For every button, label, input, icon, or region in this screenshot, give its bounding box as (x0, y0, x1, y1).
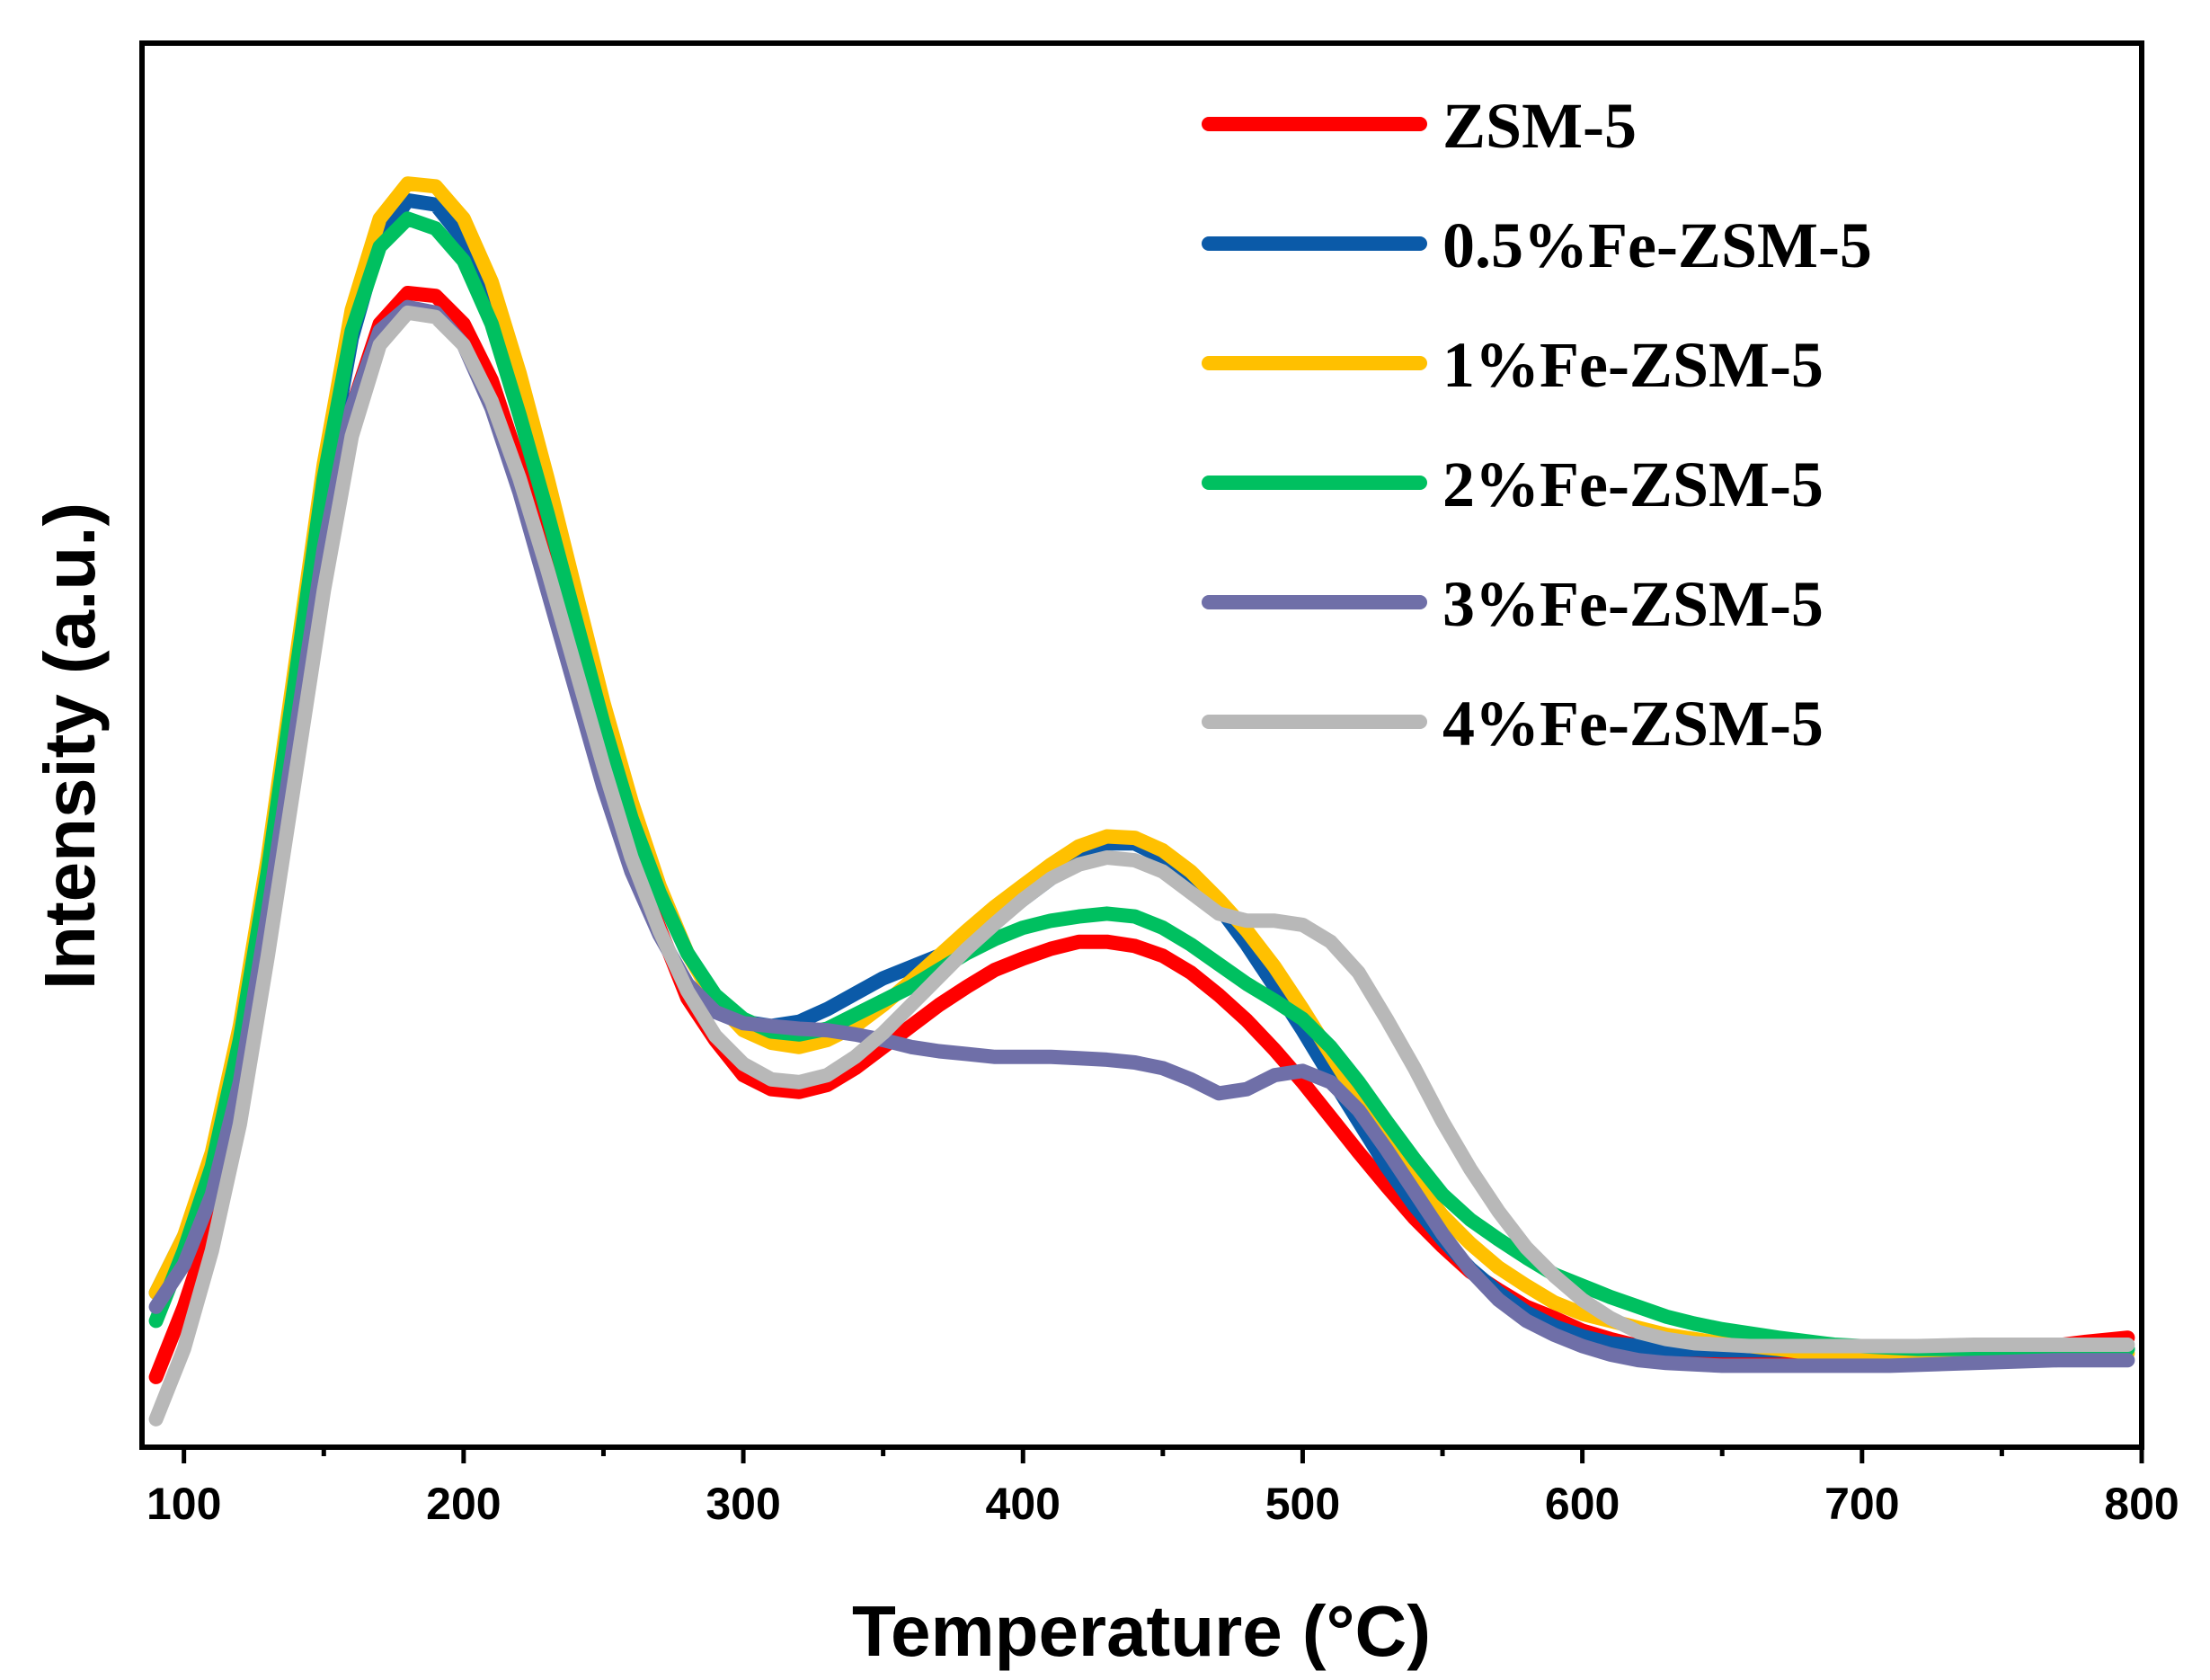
plot-frame (139, 40, 2144, 1450)
y-axis-title: Intensity (a.u.) (30, 502, 110, 990)
x-ticks: 100 200 300 400 500 600 700 800 (146, 1447, 2179, 1529)
series-line-3 (148, 211, 2135, 1356)
x-tick-label: 300 (706, 1479, 780, 1529)
legend-label-4: 3%Fe-ZSM-5 (1442, 568, 1824, 640)
x-tick-label: 600 (1545, 1479, 1620, 1529)
x-tick-label: 200 (426, 1479, 501, 1529)
x-tick-label: 700 (1824, 1479, 1899, 1529)
legend-label-0: ZSM-5 (1442, 90, 1637, 162)
x-tick-label: 400 (986, 1479, 1061, 1529)
legend-label-5: 4%Fe-ZSM-5 (1442, 688, 1824, 760)
legend-label-3: 2%Fe-ZSM-5 (1442, 449, 1824, 520)
x-axis-title: Temperature (°C) (852, 1591, 1431, 1671)
series-layer (148, 176, 2135, 1427)
x-tick-label: 800 (2104, 1479, 2179, 1529)
series-line-1 (148, 192, 2135, 1358)
x-tick-label: 100 (146, 1479, 221, 1529)
legend-label-2: 1%Fe-ZSM-5 (1442, 329, 1824, 401)
legend: ZSM-5 0.5%Fe-ZSM-5 1%Fe-ZSM-5 2%Fe-ZSM-5 3%F… (1202, 90, 1872, 760)
series-line-2 (148, 176, 2135, 1368)
legend-label-1: 0.5%Fe-ZSM-5 (1442, 209, 1872, 281)
series-line-5 (148, 305, 2135, 1427)
x-tick-label: 500 (1265, 1479, 1340, 1529)
